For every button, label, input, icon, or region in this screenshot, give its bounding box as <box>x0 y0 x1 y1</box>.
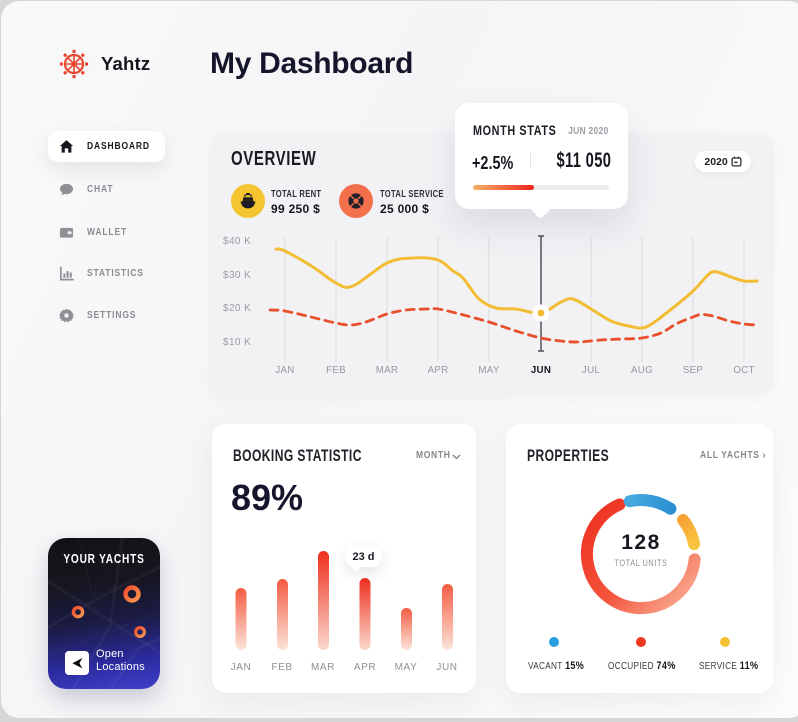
svg-text:MAY: MAY <box>478 365 499 376</box>
svg-text:SEP: SEP <box>683 365 703 376</box>
svg-text:JUN: JUN <box>436 662 457 673</box>
svg-text:$20 K: $20 K <box>223 303 251 314</box>
svg-text:MAR: MAR <box>311 662 335 673</box>
svg-text:OCT: OCT <box>733 365 754 376</box>
svg-text:AUG: AUG <box>631 365 653 376</box>
svg-text:FEB: FEB <box>271 662 292 673</box>
svg-text:JAN: JAN <box>231 662 252 673</box>
svg-text:JAN: JAN <box>275 365 294 376</box>
svg-text:MAR: MAR <box>376 365 398 376</box>
svg-text:APR: APR <box>428 365 449 376</box>
svg-text:APR: APR <box>354 662 376 673</box>
svg-text:$30 K: $30 K <box>223 270 251 281</box>
svg-text:$10 K: $10 K <box>223 337 251 348</box>
svg-text:FEB: FEB <box>326 365 346 376</box>
svg-text:JUN: JUN <box>531 365 551 376</box>
svg-text:$40 K: $40 K <box>223 236 251 247</box>
svg-text:JUL: JUL <box>582 365 600 376</box>
svg-text:MAY: MAY <box>395 662 418 673</box>
